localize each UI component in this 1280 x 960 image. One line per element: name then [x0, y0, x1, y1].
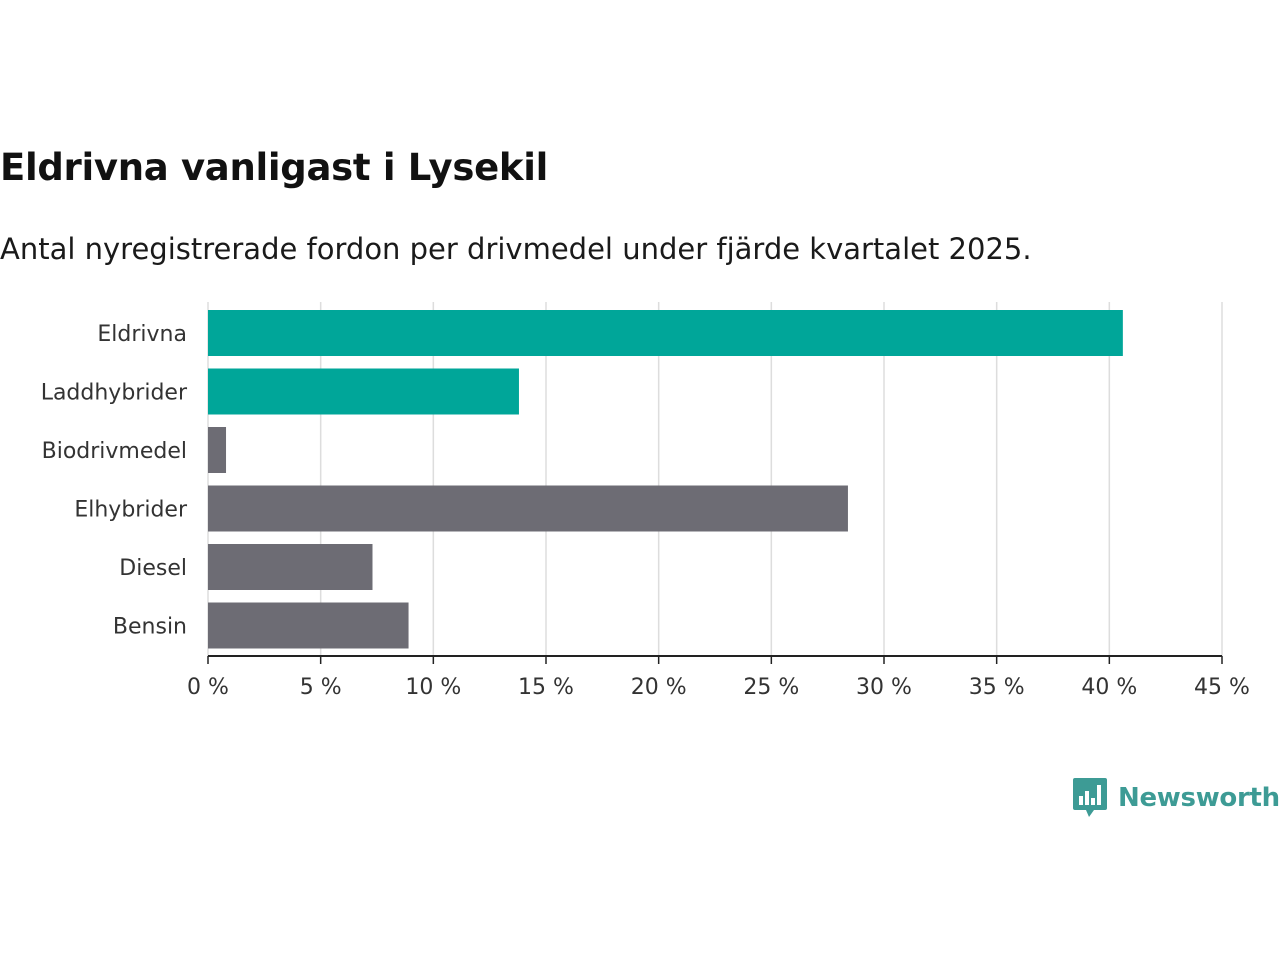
x-tick-label: 35 % — [969, 675, 1025, 700]
x-tick-label: 15 % — [518, 675, 574, 700]
category-label: Bensin — [113, 615, 187, 640]
category-label: Elhybrider — [74, 498, 188, 523]
bar-laddhybrider — [208, 368, 519, 415]
bar-eldrivna — [208, 310, 1123, 356]
chart-title: Eldrivna vanligast i Lysekil — [0, 146, 548, 189]
category-label: Diesel — [119, 556, 187, 581]
x-tick-label: 20 % — [631, 675, 687, 700]
bar-elhybrider — [208, 485, 848, 532]
bar-diesel — [208, 544, 373, 590]
x-tick-label: 30 % — [856, 675, 912, 700]
chart-subtitle: Antal nyregistrerade fordon per drivmede… — [0, 232, 1032, 266]
category-labels: Eldrivna Laddhybrider Biodrivmedel Elhybrid… — [41, 322, 188, 640]
x-tick-label: 40 % — [1081, 675, 1137, 700]
x-tick-label: 45 % — [1194, 675, 1250, 700]
category-label: Eldrivna — [97, 322, 187, 347]
bar-chart: 0 % 5 % 10 % 15 % 20 % 25 % 30 % 35 % 40 % 45 % E… — [41, 302, 1250, 700]
x-tick-label: 10 % — [405, 675, 461, 700]
newsworthy-logo-icon — [1073, 778, 1107, 817]
bar-biodrivmedel — [208, 427, 227, 473]
x-tick-label: 25 % — [743, 675, 799, 700]
x-tick-label: 0 % — [187, 675, 229, 700]
gridlines — [207, 302, 1223, 656]
category-label: Laddhybrider — [41, 381, 188, 406]
x-axis: 0 % 5 % 10 % 15 % 20 % 25 % 30 % 35 % 40 % 45 % — [187, 655, 1250, 700]
bar-bensin — [208, 602, 409, 649]
brand-name: Newsworthy — [1118, 783, 1280, 813]
newsworthy-logo: Newsworthy — [1072, 776, 1280, 820]
bars — [208, 310, 1123, 649]
category-label: Biodrivmedel — [42, 439, 187, 464]
x-tick-label: 5 % — [300, 675, 342, 700]
